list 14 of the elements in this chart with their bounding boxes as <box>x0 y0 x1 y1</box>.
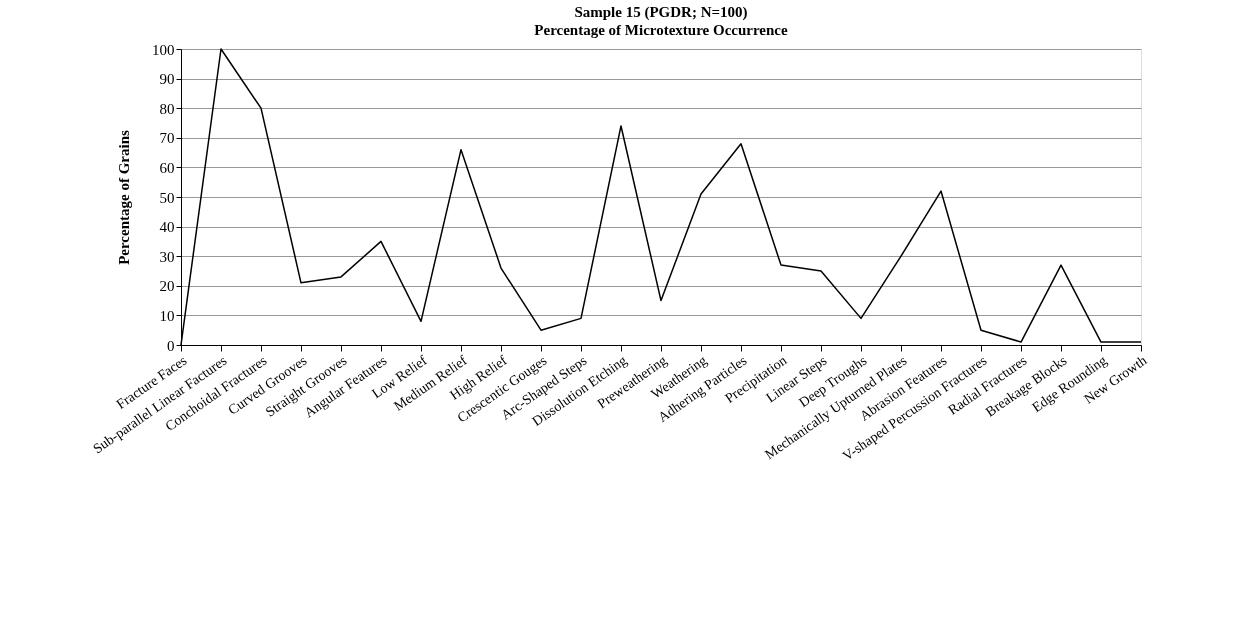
y-tick-label: 30 <box>159 248 175 265</box>
y-tick-label: 90 <box>159 71 175 88</box>
y-tick-label: 20 <box>159 278 175 295</box>
chart-title: Sample 15 (PGDR; N=100) <box>574 4 748 21</box>
y-tick-label: 70 <box>159 130 175 147</box>
y-tick-label: 100 <box>152 41 175 58</box>
y-tick-label: 10 <box>159 307 175 324</box>
y-tick-label: 50 <box>159 189 175 206</box>
y-tick-label: 0 <box>167 337 175 354</box>
y-tick-label: 60 <box>159 159 175 176</box>
y-tick-label: 40 <box>159 219 175 236</box>
y-axis-title: Percentage of Grains <box>116 130 132 265</box>
y-tick-label: 80 <box>159 100 175 117</box>
chart-subtitle: Percentage of Microtexture Occurrence <box>534 22 789 38</box>
